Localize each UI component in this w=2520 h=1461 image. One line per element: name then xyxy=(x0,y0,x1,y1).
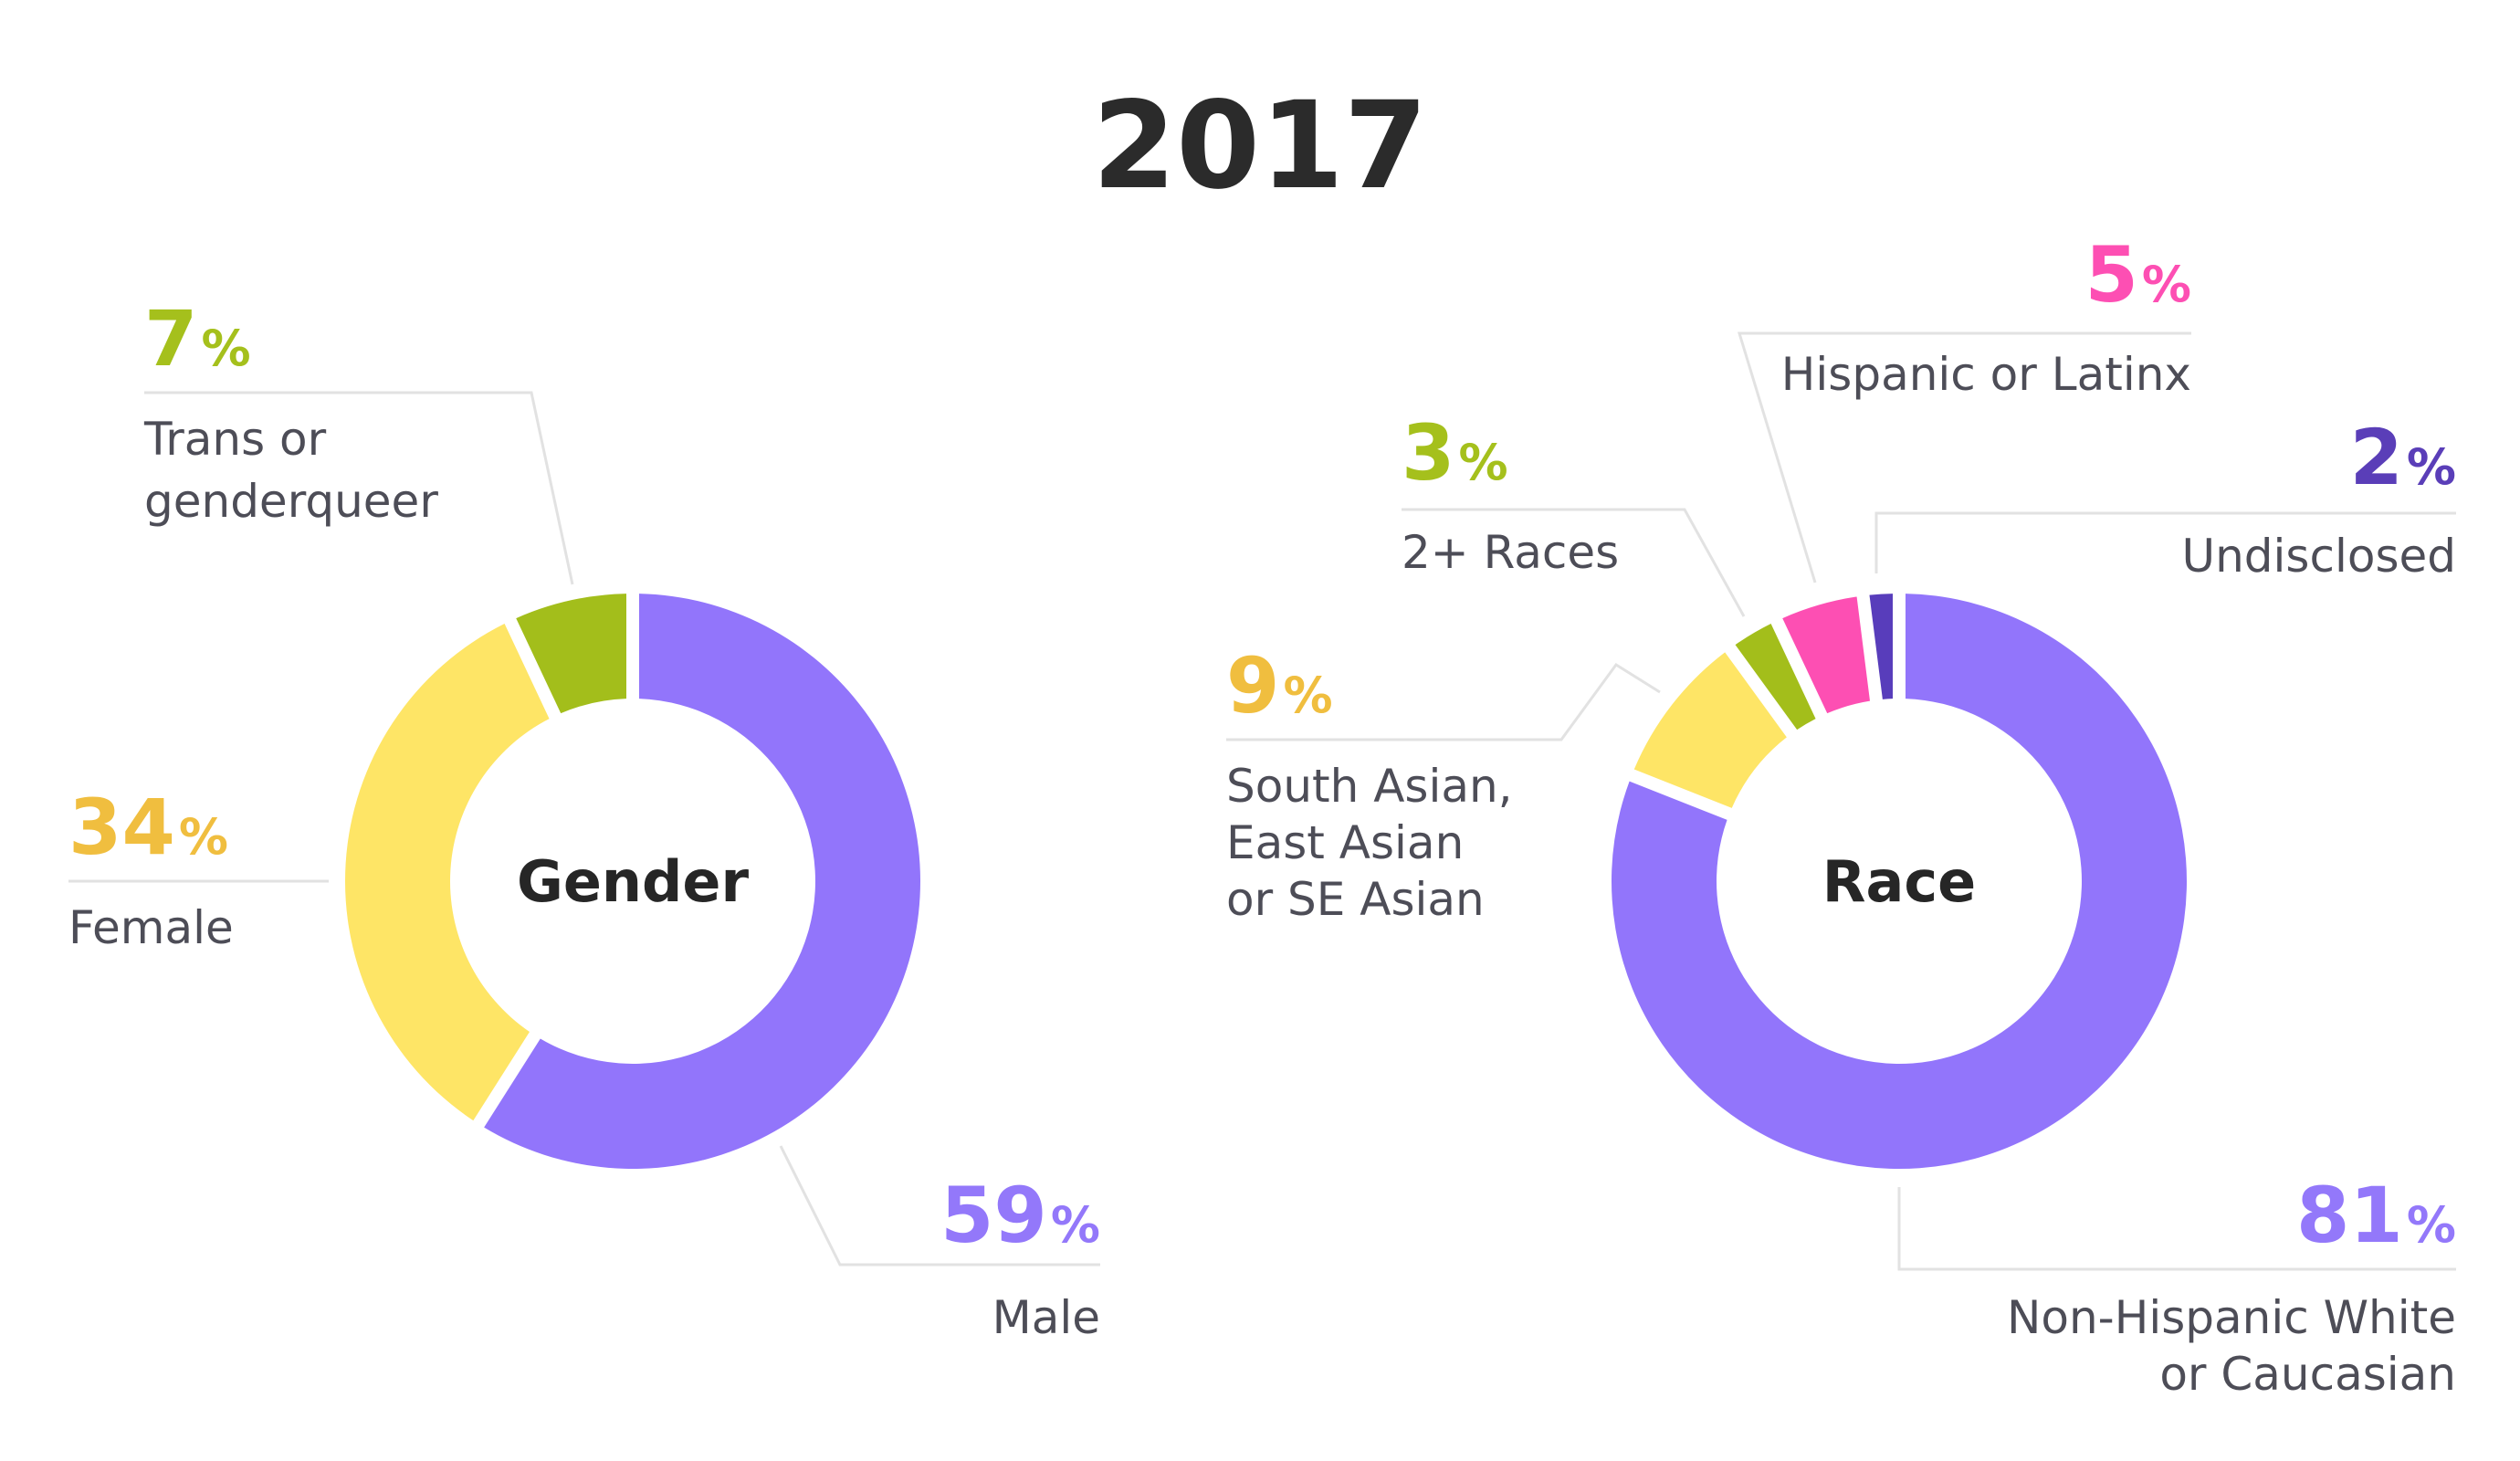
pct-value: 9 xyxy=(1226,641,1279,730)
slice-trans-or-genderqueer xyxy=(516,594,627,714)
pct-value: 7 xyxy=(144,294,197,384)
category-label-hispanic-or-latinx: Hispanic or Latinx xyxy=(1781,348,2191,401)
gender-donut-chart: Gender 59% Male 34% Female 7% Trans or genderqu… xyxy=(68,294,1100,1344)
category-label-trans-or-genderqueer: Trans or xyxy=(143,413,327,466)
pct-sign: % xyxy=(2407,438,2456,496)
pct-sign: % xyxy=(1051,1196,1100,1254)
center-label: Gender xyxy=(517,848,750,915)
category-label-male: Male xyxy=(992,1291,1100,1344)
pct-sign: % xyxy=(179,808,228,866)
category-label-non-hispanic-white-or-caucasian: or Caucasian xyxy=(2159,1348,2456,1401)
leader-line-hispanic-or-latinx xyxy=(1737,331,2191,583)
leader-line-male xyxy=(779,1145,1100,1267)
slice-south-asian-east-asian-or-se-asian xyxy=(1633,652,1787,808)
pct-label-hispanic-or-latinx: 5% xyxy=(2084,230,2191,320)
slice-non-hispanic-white-or-caucasian xyxy=(1611,594,2187,1169)
category-label-trans-or-genderqueer: genderqueer xyxy=(144,475,438,528)
pct-value: 3 xyxy=(1402,408,1454,498)
pct-label-south-asian-east-asian-or-se-asian: 9% xyxy=(1226,641,1333,730)
pct-value: 34 xyxy=(68,783,175,872)
slice-2-races xyxy=(1735,624,1816,730)
slice-female xyxy=(345,624,550,1121)
leader-line-non-hispanic-white-or-caucasian xyxy=(1897,1187,2456,1271)
slice-hispanic-or-latinx xyxy=(1782,596,1871,714)
pct-label-non-hispanic-white-or-caucasian: 81% xyxy=(2296,1171,2456,1260)
leader-line-trans-or-genderqueer xyxy=(144,391,574,585)
leader-line-undisclosed xyxy=(1874,511,2456,573)
pct-sign: % xyxy=(2142,256,2191,313)
pct-value: 81 xyxy=(2296,1171,2403,1260)
pct-sign: % xyxy=(2407,1196,2456,1254)
category-label-south-asian-east-asian-or-se-asian: or SE Asian xyxy=(1226,873,1485,926)
chart-title: 2017 xyxy=(1092,76,1427,216)
leader-line-south-asian-east-asian-or-se-asian xyxy=(1226,662,1661,741)
pct-sign: % xyxy=(201,320,250,377)
pct-label-undisclosed: 2% xyxy=(2349,413,2456,502)
leader-line-2-races xyxy=(1402,508,1746,617)
pct-sign: % xyxy=(1283,667,1332,724)
center-label: Race xyxy=(1822,848,1976,915)
category-label-female: Female xyxy=(68,901,234,954)
leader-lines xyxy=(1226,331,2456,1271)
pct-label-2-races: 3% xyxy=(1402,408,1508,498)
pct-value: 5 xyxy=(2084,230,2137,320)
pct-label-male: 59% xyxy=(940,1171,1100,1260)
category-label-non-hispanic-white-or-caucasian: Non-Hispanic White xyxy=(2007,1291,2456,1344)
slice-undisclosed xyxy=(1869,594,1894,699)
pct-value: 59 xyxy=(940,1171,1047,1260)
pct-sign: % xyxy=(1458,434,1507,491)
category-label-2-races: 2+ Races xyxy=(1402,526,1619,579)
category-label-south-asian-east-asian-or-se-asian: East Asian xyxy=(1226,816,1464,869)
slice-male xyxy=(484,594,921,1169)
pct-value: 2 xyxy=(2349,413,2402,502)
category-label-undisclosed: Undisclosed xyxy=(2182,530,2457,583)
pct-label-trans-or-genderqueer: 7% xyxy=(144,294,251,384)
leader-lines xyxy=(68,391,1100,1267)
pct-label-female: 34% xyxy=(68,783,228,872)
category-label-south-asian-east-asian-or-se-asian: South Asian, xyxy=(1226,760,1513,813)
